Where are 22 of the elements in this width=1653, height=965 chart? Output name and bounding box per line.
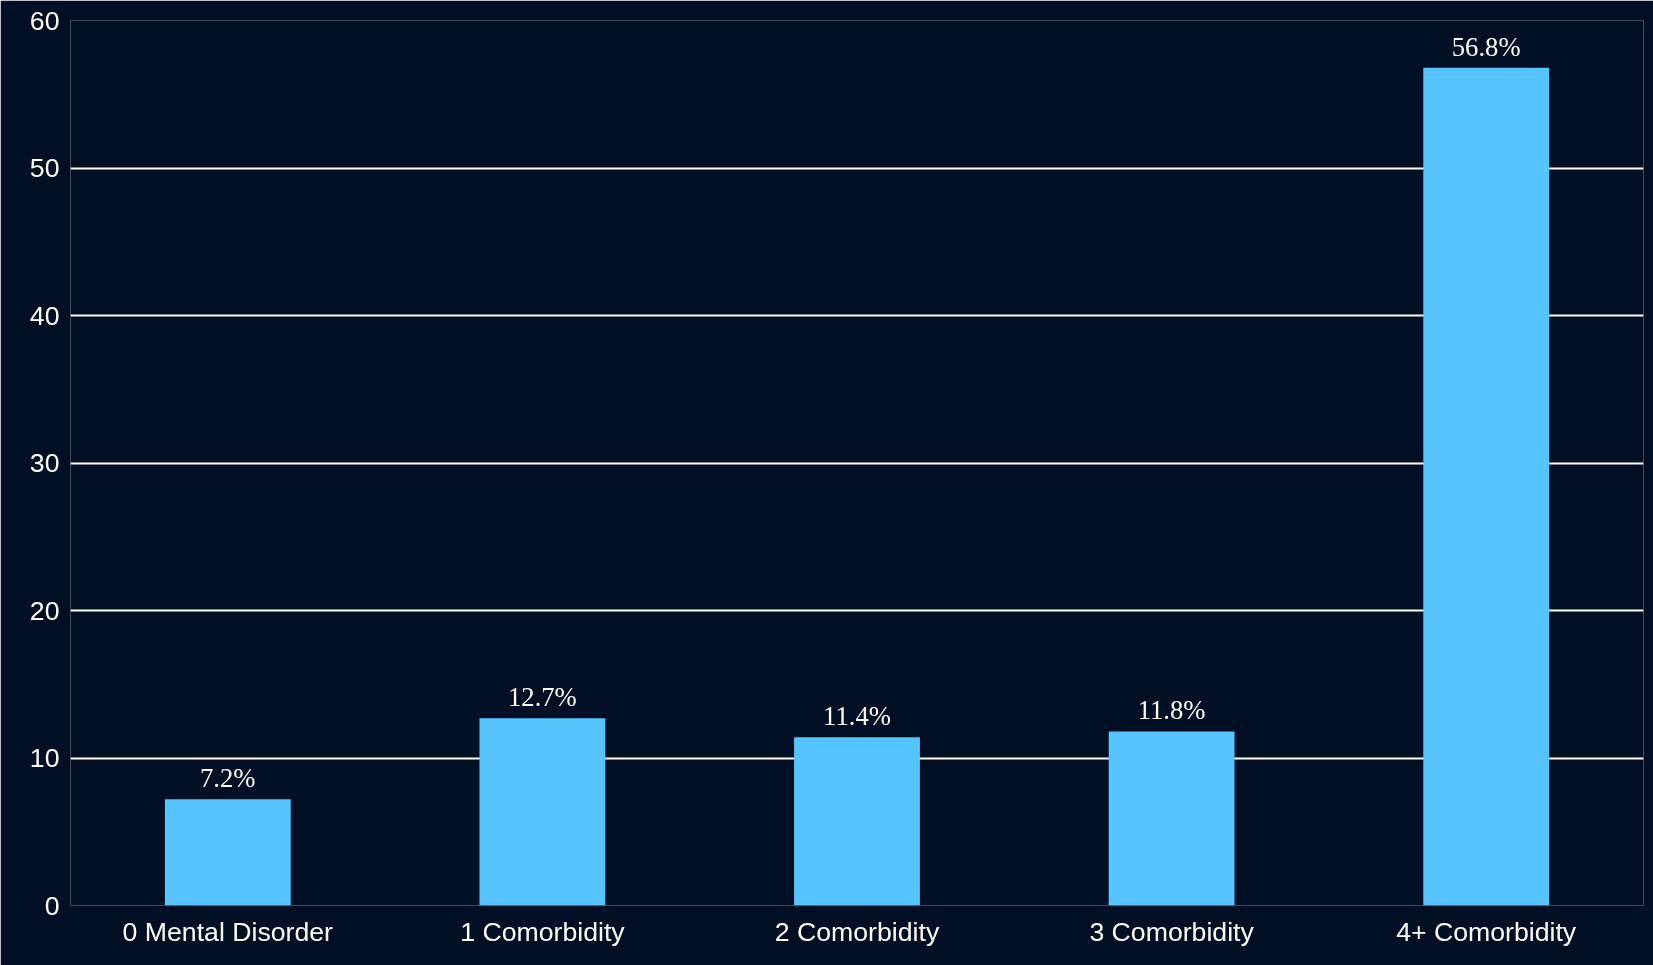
- y-tick-label: 50: [29, 153, 60, 183]
- x-tick-label: 4+ Comorbidity: [1396, 916, 1577, 947]
- data-label: 11.4%: [823, 701, 891, 732]
- bar: [794, 737, 920, 906]
- y-tick-label: 40: [29, 300, 60, 331]
- bar: [1423, 67, 1550, 906]
- data-label: 56.8%: [1451, 31, 1521, 62]
- bar: [479, 718, 606, 906]
- x-tick-label: 1 Comorbidity: [460, 916, 626, 947]
- data-label: 12.7%: [507, 682, 577, 713]
- x-tick-label: 2 Comorbidity: [774, 916, 940, 947]
- bar: [1108, 731, 1235, 906]
- y-tick-label: 20: [29, 595, 60, 626]
- y-tick-label: 0: [44, 890, 60, 921]
- x-tick-label: 3 Comorbidity: [1089, 916, 1255, 947]
- y-tick-label: 30: [29, 448, 60, 478]
- bar: [164, 799, 291, 906]
- y-tick-label: 60: [29, 5, 60, 36]
- x-tick-label: 0 Mental Disorder: [122, 916, 334, 947]
- y-tick-label: 10: [29, 743, 60, 773]
- data-label: 7.2%: [200, 763, 256, 794]
- data-label: 11.8%: [1137, 695, 1206, 726]
